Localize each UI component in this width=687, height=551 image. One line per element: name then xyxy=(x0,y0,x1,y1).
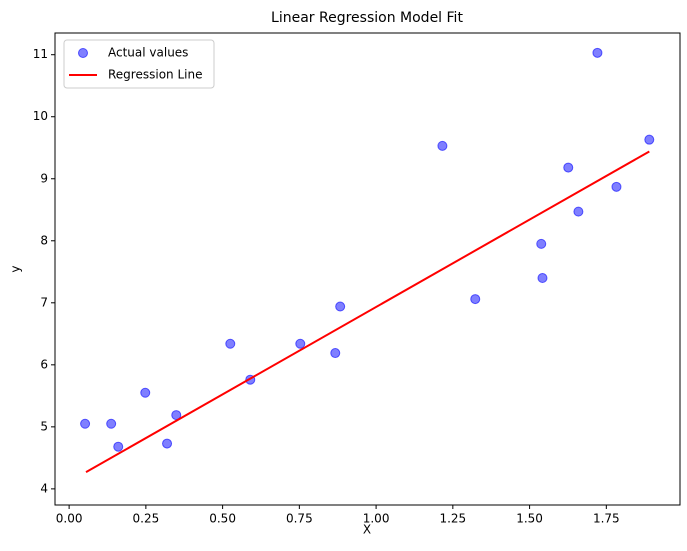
point xyxy=(330,348,341,359)
legend-label: Actual values xyxy=(108,46,188,60)
legend-box xyxy=(63,39,215,89)
x-tick-label: 0.00 xyxy=(56,512,83,526)
legend-marker xyxy=(78,48,88,58)
y-tick-label: 11 xyxy=(33,47,48,61)
x-tick-label: 1.00 xyxy=(363,512,390,526)
point xyxy=(106,418,117,429)
point xyxy=(295,338,306,349)
point xyxy=(162,438,173,449)
point xyxy=(592,47,603,58)
point xyxy=(80,418,91,429)
y-axis-label: y xyxy=(9,265,23,272)
y-tick-label: 5 xyxy=(40,419,48,433)
y-tick-label: 8 xyxy=(40,233,48,247)
point xyxy=(470,294,481,305)
point xyxy=(537,272,548,283)
point xyxy=(171,410,182,421)
x-tick-label: 0.50 xyxy=(209,512,236,526)
chart-title: Linear Regression Model Fit xyxy=(271,10,463,26)
point xyxy=(644,134,655,145)
x-tick-label: 1.50 xyxy=(516,512,543,526)
x-tick-label: 0.75 xyxy=(286,512,313,526)
x-tick-label: 0.25 xyxy=(133,512,160,526)
y-tick-label: 10 xyxy=(33,109,48,123)
x-axis-label: X xyxy=(363,523,371,537)
x-tick-label: 1.75 xyxy=(593,512,620,526)
x-tick-label: 1.25 xyxy=(439,512,466,526)
y-tick-label: 9 xyxy=(40,171,48,185)
point xyxy=(335,301,346,312)
point xyxy=(611,181,622,192)
point xyxy=(573,206,584,217)
point xyxy=(225,338,236,349)
y-tick-label: 7 xyxy=(40,295,48,309)
point xyxy=(140,387,151,398)
plot-frame xyxy=(54,32,681,506)
regression-line xyxy=(85,150,650,473)
y-tick-label: 4 xyxy=(40,481,48,495)
point xyxy=(437,140,448,151)
point xyxy=(113,441,124,452)
legend-label: Regression Line xyxy=(108,68,202,82)
point xyxy=(536,238,547,249)
point xyxy=(563,162,574,173)
y-tick-label: 6 xyxy=(40,357,48,371)
